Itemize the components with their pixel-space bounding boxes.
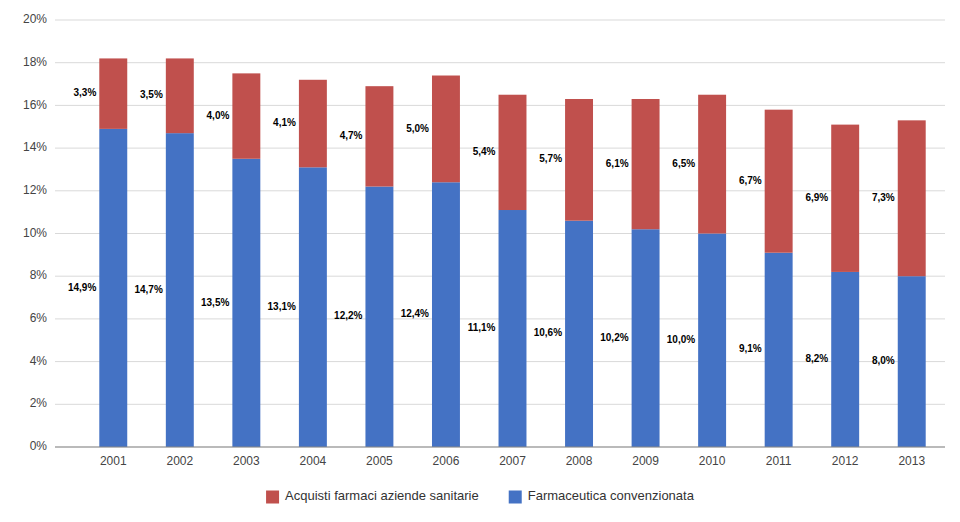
data-label: 6,9% — [805, 192, 828, 203]
y-tick-label: 10% — [23, 226, 47, 240]
bar — [166, 133, 194, 447]
bar — [499, 95, 527, 210]
x-tick-label: 2010 — [699, 454, 726, 468]
bar — [765, 110, 793, 253]
data-label: 7,3% — [872, 192, 895, 203]
y-tick-label: 2% — [30, 396, 48, 410]
y-tick-label: 14% — [23, 140, 47, 154]
data-label: 10,2% — [600, 332, 628, 343]
data-label: 6,1% — [606, 158, 629, 169]
y-tick-label: 18% — [23, 55, 47, 69]
bar — [898, 120, 926, 276]
grid-line — [55, 20, 945, 21]
bar — [698, 95, 726, 234]
x-tick-label: 2011 — [766, 454, 792, 468]
y-axis: 0% 2% 4% 6% 8% 10% 12% 14% 16% 18% 20% — [23, 12, 47, 453]
data-label: 4,0% — [207, 110, 230, 121]
bar — [99, 129, 127, 447]
data-label: 12,4% — [401, 308, 429, 319]
legend-label: Farmaceutica convenzionata — [528, 488, 695, 503]
x-tick-label: 2009 — [632, 454, 659, 468]
y-tick-label: 6% — [30, 311, 48, 325]
data-label: 3,5% — [140, 89, 163, 100]
bar — [232, 73, 260, 158]
legend-swatch — [509, 491, 522, 504]
x-tick-label: 2012 — [832, 454, 859, 468]
x-axis-line — [55, 447, 945, 448]
legend-item: Acquisti farmaci aziende sanitarie — [266, 488, 479, 503]
legend: Acquisti farmaci aziende sanitarie Farmac… — [266, 488, 695, 503]
x-tick-label: 2003 — [233, 454, 260, 468]
data-label: 10,0% — [667, 334, 695, 345]
data-label: 12,2% — [334, 310, 362, 321]
x-tick-label: 2001 — [100, 454, 127, 468]
data-label: 10,6% — [534, 327, 562, 338]
legend-item: Farmaceutica convenzionata — [509, 488, 695, 503]
data-labels: 14,9% 14,7% 13,5% 13,1% 12,2% 12,4% 11,1% 10,6%… — [68, 87, 895, 366]
legend-swatch — [266, 491, 279, 504]
data-label: 8,0% — [872, 355, 895, 366]
y-tick-label: 4% — [30, 354, 48, 368]
data-label: 5,0% — [406, 123, 429, 134]
bar — [99, 58, 127, 128]
legend-label: Acquisti farmaci aziende sanitarie — [285, 488, 479, 503]
bar — [565, 99, 593, 221]
chart: 0% 2% 4% 6% 8% 10% 12% 14% 16% 18% 20% 14,9% 14,7% 13… — [0, 0, 960, 522]
bar — [632, 99, 660, 229]
x-axis: 2001 2002 2003 2004 2005 2006 2007 2008 2009 2010… — [55, 447, 945, 468]
data-label: 6,5% — [672, 158, 695, 169]
data-label: 8,2% — [805, 353, 828, 364]
x-tick-label: 2004 — [300, 454, 327, 468]
x-tick-label: 2006 — [433, 454, 460, 468]
bar — [166, 58, 194, 133]
bar — [765, 253, 793, 447]
data-label: 4,1% — [273, 117, 296, 128]
bars — [99, 58, 925, 447]
bar — [898, 276, 926, 447]
bar — [831, 125, 859, 272]
data-label: 9,1% — [739, 343, 762, 354]
data-label: 4,7% — [340, 130, 363, 141]
bar — [698, 234, 726, 448]
bar — [499, 210, 527, 447]
y-tick-label: 8% — [30, 268, 48, 282]
data-label: 6,7% — [739, 175, 762, 186]
data-label: 13,5% — [201, 297, 229, 308]
x-tick-label: 2005 — [366, 454, 393, 468]
bar — [299, 167, 327, 447]
bar — [232, 159, 260, 447]
y-tick-label: 20% — [23, 12, 47, 26]
x-tick-label: 2008 — [566, 454, 593, 468]
x-tick-label: 2007 — [499, 454, 526, 468]
data-label: 14,7% — [134, 284, 162, 295]
bar — [365, 187, 393, 447]
bar — [432, 76, 460, 183]
data-label: 11,1% — [468, 322, 496, 333]
x-tick-label: 2002 — [166, 454, 193, 468]
bar — [632, 229, 660, 447]
data-label: 5,7% — [539, 153, 562, 164]
x-tick-label: 2013 — [898, 454, 925, 468]
y-tick-label: 16% — [23, 98, 47, 112]
bar — [831, 272, 859, 447]
data-label: 5,4% — [473, 146, 496, 157]
series — [99, 58, 925, 276]
grid-line — [55, 447, 945, 448]
bar — [565, 221, 593, 447]
y-grid — [55, 20, 945, 447]
data-label: 14,9% — [68, 282, 96, 293]
data-label: 13,1% — [268, 301, 296, 312]
data-label: 3,3% — [73, 87, 96, 98]
y-tick-label: 0% — [30, 439, 48, 453]
bar — [299, 80, 327, 168]
y-tick-label: 12% — [23, 183, 47, 197]
bar — [432, 182, 460, 447]
bar — [365, 86, 393, 186]
